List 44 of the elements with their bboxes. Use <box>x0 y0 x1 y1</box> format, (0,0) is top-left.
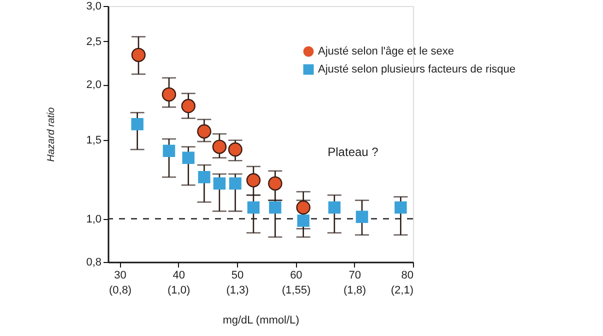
x-tick-label: 80 <box>401 270 414 282</box>
point <box>268 176 282 191</box>
point <box>297 214 310 227</box>
x-axis-title: mg/dL (mmol/L) <box>222 314 300 326</box>
x-tick-label: 30 <box>114 270 126 282</box>
y-tick-label: 2,0 <box>86 79 102 92</box>
x2-tick-label: (1,55) <box>282 284 311 296</box>
point <box>162 144 176 157</box>
point <box>131 48 146 62</box>
point <box>182 152 194 164</box>
x-tick-label: 50 <box>231 270 244 282</box>
y-tick-label: 2,5 <box>86 36 102 48</box>
point <box>198 170 210 184</box>
point <box>328 201 341 214</box>
legend-label: Ajusté selon plusieurs facteurs de risque <box>318 64 516 76</box>
point <box>228 142 242 157</box>
point <box>247 201 260 214</box>
point <box>162 87 176 102</box>
point <box>394 201 407 214</box>
y-tick-label: 3,0 <box>86 0 102 12</box>
x2-tick-label: (1,3) <box>226 284 249 296</box>
y-tick-label: 1,0 <box>86 213 102 226</box>
point <box>356 210 368 223</box>
point <box>131 118 144 130</box>
point <box>212 140 227 154</box>
y-tick-label: 0,8 <box>86 256 102 268</box>
x-tick-label: 40 <box>172 270 186 282</box>
point <box>181 98 196 114</box>
y-axis-title: Hazard ratio <box>46 106 58 162</box>
point <box>246 173 261 188</box>
x-tick-label: 70 <box>348 270 361 282</box>
point <box>296 200 310 215</box>
legend-label: Ajusté selon l'âge et le sexe <box>318 46 454 58</box>
annotation: Plateau ? <box>328 145 379 159</box>
point <box>269 201 282 214</box>
x-tick-label: 60 <box>290 270 302 282</box>
y-tick-label: 1,5 <box>86 134 102 147</box>
point <box>229 177 242 190</box>
x2-tick-label: (2,1) <box>390 284 414 296</box>
x2-tick-label: (0,8) <box>108 284 132 296</box>
x2-tick-label: (1,8) <box>343 284 366 296</box>
point <box>213 177 226 190</box>
x2-tick-label: (1,0) <box>167 284 190 296</box>
point <box>197 124 212 139</box>
